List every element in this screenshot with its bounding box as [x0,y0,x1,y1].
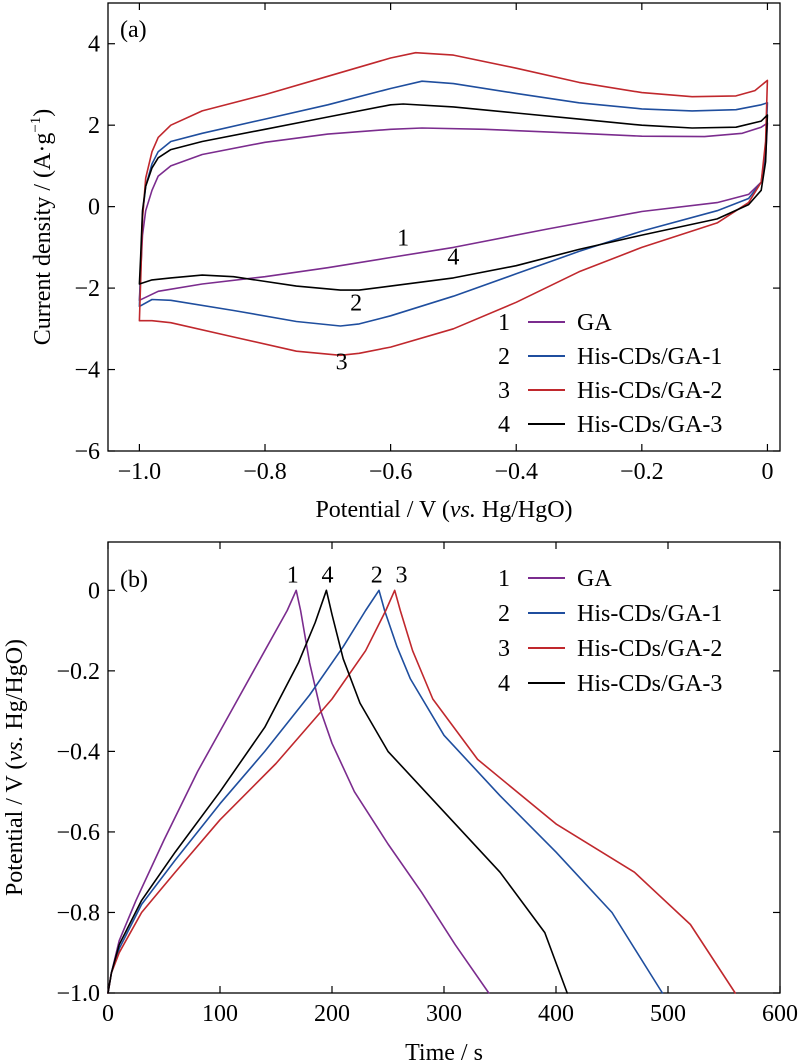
legend-label: GA [577,566,612,592]
x-tick-label: −0.2 [620,459,664,485]
y-axis-label: Potential / V (vs. Hg/HgO) [2,639,28,896]
y-axis-label: Current density / (A·g−1) [28,109,56,346]
y-tick-label: −6 [74,439,100,465]
x-tick-label: 300 [426,1001,462,1027]
legend-label: His-CDs/GA-1 [577,601,722,627]
curve-label-2: 2 [371,562,383,588]
y-tick-label: 0 [88,578,100,604]
x-tick-label: −0.6 [369,459,413,485]
y-tick-label: −1.0 [56,981,100,1007]
curve-label-2: 2 [350,290,362,316]
legend-label: His-CDs/GA-1 [577,344,722,370]
legend-number: 2 [498,601,510,627]
x-tick-label: 500 [650,1001,686,1027]
curve-label-1: 1 [397,225,409,251]
y-tick-label: 2 [88,113,100,139]
y-tick-label: −0.6 [56,820,100,846]
x-tick-label: 400 [538,1001,574,1027]
x-tick-label: −0.8 [243,459,287,485]
y-tick-label: −2 [74,276,100,302]
y-tick-label: −0.4 [56,739,100,765]
curve-label-1: 1 [287,562,299,588]
series-loop-4 [138,103,769,291]
y-tick-label: −0.2 [56,659,100,685]
legend-number: 3 [498,378,510,404]
plot-frame [107,2,781,452]
panel-a-cv-chart: −1.0 −0.8 −0.6 −0.4 −0.2 0 −6 −4 −2 0 2 4 (a) 1 4 2 3 1 GA… [28,2,781,523]
legend-number: 2 [498,344,510,370]
legend-label: His-CDs/GA-3 [577,671,722,697]
x-axis-label: Potential / V (vs. Hg/HgO) [315,497,572,523]
series-loop-3 [138,51,769,357]
series-line-3 [107,589,736,994]
series-line-1 [107,589,490,994]
y-tick-label: −4 [74,358,100,384]
y-tick-label: 0 [88,195,100,221]
legend-number: 4 [498,412,510,438]
legend-label: His-CDs/GA-2 [577,636,722,662]
series-line-4 [107,589,568,994]
curve-label-3: 3 [336,350,348,376]
legend-number: 1 [498,566,510,592]
y-tick-label: 4 [88,32,100,58]
panel-label: (a) [120,17,147,43]
curve-label-4: 4 [322,562,334,588]
x-tick-label: 100 [202,1001,238,1027]
series-loop-1 [138,122,769,302]
x-tick-label: −0.4 [494,459,538,485]
x-tick-label: 0 [761,459,773,485]
legend-number: 1 [498,310,510,336]
x-axis-label: Time / s [405,1040,483,1064]
legend-label: GA [577,310,612,336]
curve-label-3: 3 [395,562,407,588]
x-tick-label: 200 [314,1001,350,1027]
legend-label: His-CDs/GA-3 [577,412,722,438]
y-tick-label: −0.8 [56,900,100,926]
x-tick-label: 0 [102,1001,114,1027]
series-line-2 [107,589,664,994]
x-tick-label: 600 [762,1001,798,1027]
x-tick-label: −1.0 [118,459,162,485]
legend-number: 4 [498,671,510,697]
legend-label: His-CDs/GA-2 [577,378,722,404]
series-loop-2 [138,80,769,327]
panel-b-gcd-chart: 0 100 200 300 400 500 600 −1.0 −0.8 −0.6 −0.4 −0.2 0… [2,541,798,1064]
legend-number: 3 [498,636,510,662]
panel-label: (b) [120,567,148,593]
curve-label-4: 4 [447,244,459,270]
